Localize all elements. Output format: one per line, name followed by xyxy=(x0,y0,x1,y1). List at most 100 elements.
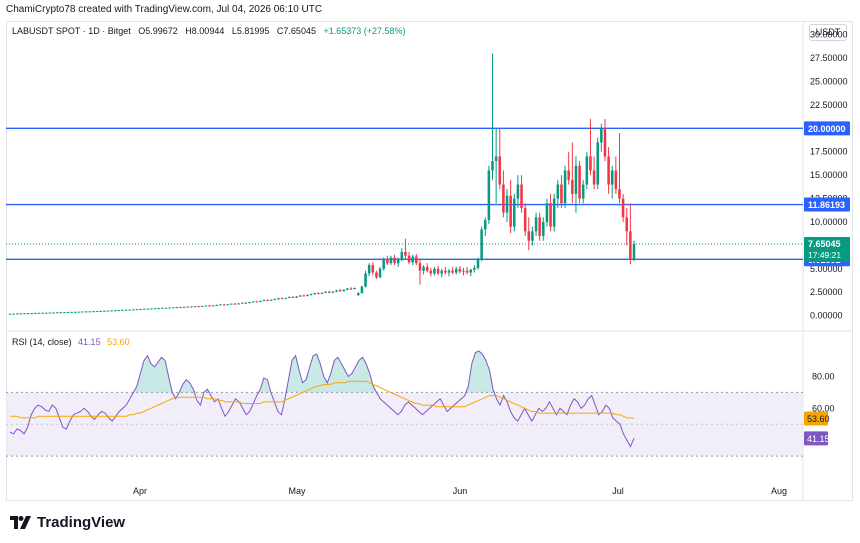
candle xyxy=(84,311,88,313)
candle-body xyxy=(55,312,59,314)
candle xyxy=(375,270,378,280)
candle xyxy=(447,268,451,277)
candle xyxy=(415,253,418,266)
candle xyxy=(473,265,476,273)
candle xyxy=(186,306,190,308)
candle-body xyxy=(375,272,378,278)
candle xyxy=(26,313,30,315)
candle xyxy=(331,291,335,294)
candle-body xyxy=(88,311,92,313)
candle-body xyxy=(610,170,614,185)
candle-body xyxy=(331,291,335,293)
candle-body xyxy=(509,195,512,227)
candle-body xyxy=(473,267,476,270)
candle xyxy=(422,265,425,275)
candle xyxy=(516,175,520,208)
candle xyxy=(110,310,113,312)
candle-body xyxy=(342,289,346,292)
candle-body xyxy=(197,306,200,308)
candle-body xyxy=(386,259,389,264)
candle-body xyxy=(469,269,473,273)
candle-body xyxy=(81,311,84,313)
currency-selector[interactable]: USDT xyxy=(809,24,847,41)
candle xyxy=(291,295,295,299)
candle-body xyxy=(491,161,494,171)
candle xyxy=(262,299,266,302)
candle xyxy=(139,308,142,310)
symbol-legend: LABUSDT SPOT · 1D · Bitget O5.99672 H8.0… xyxy=(12,26,406,36)
candle xyxy=(63,312,66,314)
candle xyxy=(556,179,560,208)
legend-low: L5.81995 xyxy=(231,26,270,36)
candle-body xyxy=(201,305,204,307)
candle xyxy=(632,240,636,262)
candle-body xyxy=(589,156,592,171)
candle-body xyxy=(600,128,603,143)
candle xyxy=(306,294,309,297)
candle xyxy=(592,156,596,190)
candle-body xyxy=(505,195,509,213)
candle-body xyxy=(30,313,34,315)
candle-body xyxy=(560,184,563,204)
symbol-name[interactable]: LABUSDT SPOT · 1D · Bitget xyxy=(12,26,131,36)
rsi-ma-line xyxy=(10,380,635,419)
candle-body xyxy=(248,302,251,304)
candle xyxy=(520,175,523,213)
candle-body xyxy=(124,309,128,311)
candle xyxy=(502,170,505,218)
candle xyxy=(542,217,545,241)
candle xyxy=(132,309,135,311)
candle xyxy=(400,248,404,262)
rsi-ma-value-label: 53.60 xyxy=(807,414,830,424)
candle xyxy=(171,307,175,309)
candle-body xyxy=(527,231,531,241)
candle xyxy=(614,156,618,194)
candle xyxy=(269,299,273,302)
candle-body xyxy=(563,170,567,204)
candle xyxy=(103,310,106,312)
candle-body xyxy=(320,292,324,294)
candle-body xyxy=(418,263,422,271)
candle xyxy=(371,262,375,276)
candle-body xyxy=(513,198,516,227)
candle-body xyxy=(284,297,287,299)
candle-body xyxy=(244,302,248,304)
candle xyxy=(248,301,251,304)
candle xyxy=(128,309,131,311)
candle xyxy=(23,313,26,315)
candle-body xyxy=(84,311,88,313)
rsi-tick-label: 60.00 xyxy=(812,403,835,413)
candle-body xyxy=(266,300,269,302)
candle xyxy=(142,308,146,310)
candle xyxy=(531,226,534,246)
candle xyxy=(219,304,222,306)
candle-body xyxy=(367,265,371,274)
candle-body xyxy=(190,306,193,308)
candle-body xyxy=(335,290,338,292)
candle xyxy=(549,193,552,232)
candle xyxy=(585,151,589,190)
candle-body xyxy=(378,268,382,278)
candle-body xyxy=(324,291,327,293)
candle xyxy=(182,306,186,308)
level-label: 20.00000 xyxy=(808,124,846,134)
candle xyxy=(480,226,483,262)
candle-body xyxy=(295,296,298,298)
candle-body xyxy=(132,309,135,311)
candle-body xyxy=(121,309,124,311)
candle-body xyxy=(171,307,175,309)
price-tick-label: 2.50000 xyxy=(810,287,843,297)
candle-body xyxy=(545,203,549,222)
candle-body xyxy=(164,307,168,309)
candle-body xyxy=(23,313,26,315)
candle xyxy=(233,303,237,305)
price-tick-label: 30.00000 xyxy=(810,30,848,40)
rsi-label[interactable]: RSI (14, close) xyxy=(12,337,72,347)
candle xyxy=(277,297,280,300)
candle-body xyxy=(175,307,179,309)
rsi-value-label: 41.15 xyxy=(807,434,830,444)
candle xyxy=(37,312,41,314)
candle xyxy=(30,313,34,315)
candle-body xyxy=(516,184,520,199)
